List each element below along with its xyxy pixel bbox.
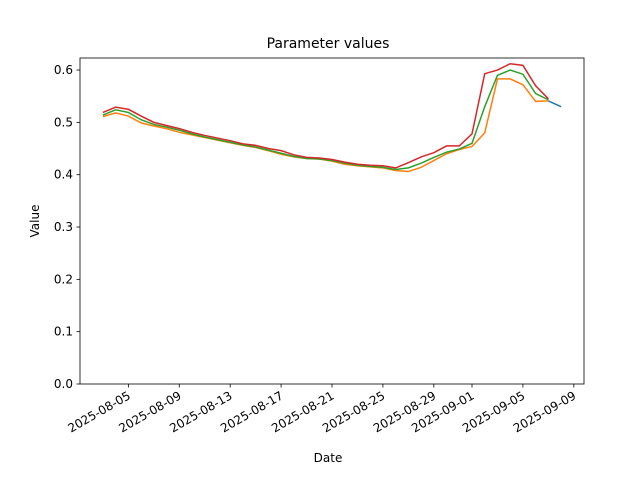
y-tick-label: 0.6 <box>54 63 73 77</box>
chart-title: Parameter values <box>267 36 390 52</box>
x-axis-label: Date <box>314 451 343 465</box>
y-tick-label: 0.3 <box>54 220 73 234</box>
y-tick-label: 0.2 <box>54 272 73 286</box>
y-tick-label: 0.4 <box>54 168 73 182</box>
y-axis-label: Value <box>28 205 42 238</box>
line-series <box>102 69 549 171</box>
y-tick-label: 0.5 <box>54 115 73 129</box>
y-tick-label: 0.0 <box>54 377 73 391</box>
line-series <box>102 78 549 173</box>
plot-frame <box>79 57 585 385</box>
y-tick-label: 0.1 <box>54 325 73 339</box>
line-series <box>102 62 549 169</box>
line-series <box>548 100 562 108</box>
